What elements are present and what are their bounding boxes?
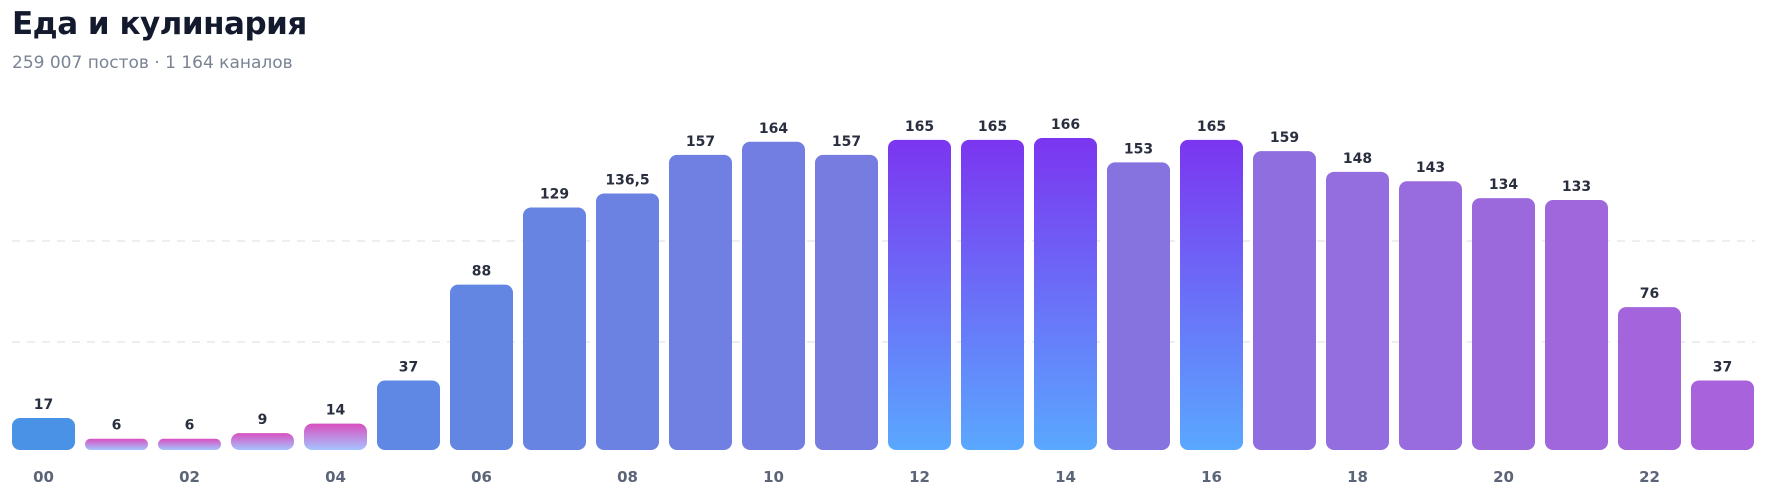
value-label: 165	[1197, 119, 1226, 135]
value-label: 153	[1124, 141, 1153, 157]
value-label: 9	[258, 412, 268, 428]
bar-hour-23[interactable]	[1691, 380, 1754, 450]
bar-hour-20[interactable]	[1472, 198, 1535, 450]
x-tick-label: 22	[1639, 468, 1660, 486]
value-label: 133	[1562, 179, 1591, 195]
bar-hour-05[interactable]	[377, 380, 440, 450]
bar-hour-07[interactable]	[523, 208, 586, 450]
value-label: 166	[1051, 117, 1080, 133]
x-tick-label: 16	[1201, 468, 1222, 486]
bar-hour-11[interactable]	[815, 155, 878, 450]
value-label: 165	[905, 119, 934, 135]
bar-hour-18[interactable]	[1326, 172, 1389, 450]
bar-hour-16[interactable]	[1180, 140, 1243, 450]
value-label: 143	[1416, 160, 1445, 176]
value-label: 136,5	[605, 172, 649, 188]
bar-hour-17[interactable]	[1253, 151, 1316, 450]
value-label: 165	[978, 119, 1007, 135]
value-label: 148	[1343, 151, 1372, 167]
x-tick-label: 06	[471, 468, 492, 486]
bar-hour-04[interactable]	[304, 424, 367, 450]
bar-hour-21[interactable]	[1545, 200, 1608, 450]
bar-hour-10[interactable]	[742, 142, 805, 450]
x-tick-label: 08	[617, 468, 638, 486]
bar-hour-19[interactable]	[1399, 181, 1462, 450]
x-tick-label: 20	[1493, 468, 1514, 486]
value-label: 37	[399, 359, 418, 375]
bar-hour-08[interactable]	[596, 193, 659, 450]
value-label: 76	[1640, 286, 1659, 302]
value-label: 157	[686, 134, 715, 150]
value-label: 37	[1713, 359, 1732, 375]
value-label: 164	[759, 121, 788, 137]
bar-hour-02[interactable]	[158, 439, 221, 450]
value-label: 14	[326, 403, 346, 419]
bar-hour-03[interactable]	[231, 433, 294, 450]
value-label: 88	[472, 264, 491, 280]
x-tick-label: 14	[1055, 468, 1076, 486]
bar-hour-12[interactable]	[888, 140, 951, 450]
bar-hour-00[interactable]	[12, 418, 75, 450]
x-tick-label: 12	[909, 468, 930, 486]
value-label: 157	[832, 134, 861, 150]
value-label: 129	[540, 187, 569, 203]
x-tick-label: 10	[763, 468, 784, 486]
value-label: 6	[185, 418, 195, 434]
bar-hour-15[interactable]	[1107, 162, 1170, 450]
bar-hour-01[interactable]	[85, 439, 148, 450]
bar-hour-06[interactable]	[450, 285, 513, 450]
x-tick-label: 02	[179, 468, 200, 486]
bar-hour-13[interactable]	[961, 140, 1024, 450]
x-axis-ticks: 00 02 04 06 08 10 12 14 16 18 20 22	[33, 468, 1660, 486]
x-tick-label: 18	[1347, 468, 1368, 486]
x-tick-label: 00	[33, 468, 54, 486]
value-label: 6	[112, 418, 122, 434]
value-label: 134	[1489, 177, 1518, 193]
x-tick-label: 04	[325, 468, 346, 486]
bar-hour-22[interactable]	[1618, 307, 1681, 450]
value-label: 17	[34, 397, 53, 413]
value-label: 159	[1270, 130, 1299, 146]
bar-hour-14[interactable]	[1034, 138, 1097, 450]
bar-hour-09[interactable]	[669, 155, 732, 450]
